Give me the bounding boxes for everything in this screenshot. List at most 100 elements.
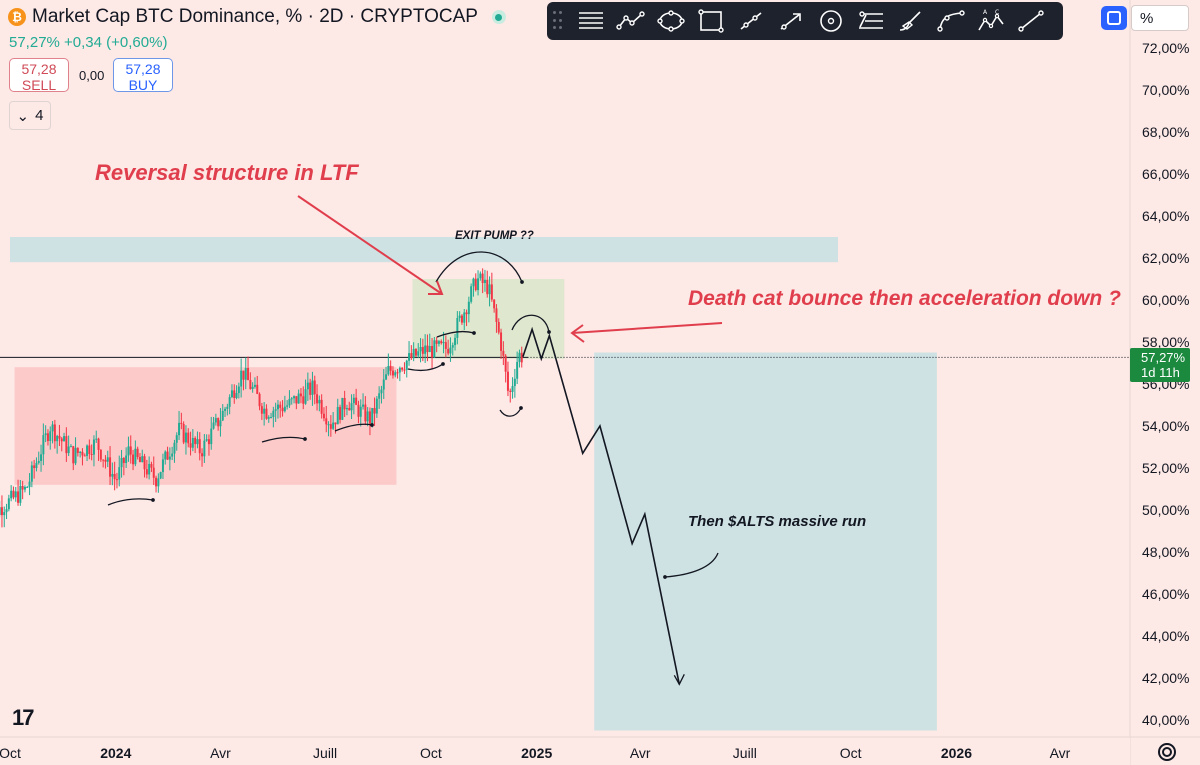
time-axis[interactable] [0, 737, 1130, 765]
brush-icon[interactable] [891, 2, 931, 40]
circle-icon[interactable] [811, 2, 851, 40]
candle [355, 388, 358, 406]
line-tool-icon[interactable] [1011, 2, 1051, 40]
candle [440, 339, 443, 345]
ray-icon[interactable] [731, 2, 771, 40]
candle [122, 457, 125, 476]
candle [348, 401, 351, 411]
last-price-value: 57,27% [1141, 350, 1186, 365]
arrow-tip [370, 423, 374, 427]
candle [366, 407, 369, 427]
sell-button[interactable]: 57,28 SELL [9, 58, 69, 93]
rectangle-icon[interactable] [691, 2, 731, 40]
candle [311, 371, 314, 406]
y-tick-label: 68,00% [1142, 124, 1189, 140]
candle [67, 435, 70, 457]
candle [421, 338, 424, 362]
candle [86, 444, 89, 462]
x-tick-label: Juill [733, 745, 757, 761]
candle [69, 444, 72, 448]
candle [72, 445, 75, 471]
candle [0, 495, 3, 528]
candle [237, 382, 240, 399]
fullscreen-icon[interactable] [1101, 6, 1127, 30]
candle [332, 411, 335, 430]
candle [221, 404, 224, 422]
candle [447, 339, 450, 356]
candle [141, 449, 144, 463]
candle [83, 453, 86, 457]
candle [320, 394, 323, 419]
candle [194, 436, 197, 453]
candle [316, 384, 319, 411]
candle [288, 390, 291, 408]
lines-tool-icon[interactable] [571, 2, 611, 40]
arrow-icon[interactable] [771, 2, 811, 40]
x-tick-label: Avr [630, 745, 651, 761]
candle [520, 346, 523, 368]
candle [90, 444, 93, 461]
candle [364, 396, 367, 426]
candle [26, 485, 29, 488]
candle [451, 342, 454, 356]
candle [148, 456, 151, 480]
red-arrow-death-cat [571, 322, 723, 334]
fib-retracement-icon[interactable] [851, 2, 891, 40]
candle [196, 431, 199, 449]
candle [283, 395, 286, 413]
candle [53, 419, 56, 449]
sell-label: SELL [21, 77, 57, 93]
trend-path-icon[interactable] [611, 2, 651, 40]
candle [267, 415, 270, 423]
candle [463, 309, 466, 331]
candle [500, 328, 503, 359]
settings-gear-icon[interactable] [1158, 743, 1176, 761]
candle [433, 336, 436, 359]
hand-drawn-arrow [499, 407, 522, 417]
candle [341, 397, 344, 421]
candle [483, 269, 486, 292]
y-tick-label: 40,00% [1142, 712, 1189, 728]
candle [182, 421, 185, 445]
indicators-toggle[interactable]: ⌄ 4 [9, 101, 51, 130]
candle [12, 486, 15, 500]
buy-button[interactable]: 57,28 BUY [113, 58, 173, 93]
candle [408, 341, 411, 366]
candle [329, 415, 332, 437]
candle [306, 372, 309, 401]
candle [253, 377, 256, 389]
candle [518, 349, 521, 368]
candle [339, 404, 342, 424]
drag-handle-icon[interactable] [553, 11, 563, 31]
candle [113, 461, 116, 491]
candle [74, 437, 77, 466]
sell-price: 57,28 [21, 61, 57, 77]
candle [431, 337, 434, 370]
red-arrowhead [428, 280, 444, 295]
candle [166, 446, 169, 460]
candle [504, 354, 507, 383]
candle [424, 334, 427, 363]
candle [465, 309, 468, 327]
candle [157, 473, 160, 493]
candle [302, 386, 305, 410]
candle [506, 361, 509, 397]
candle [437, 339, 440, 347]
symbol-title[interactable]: Market Cap BTC Dominance, % · 2D · CRYPT… [32, 6, 478, 27]
candle [138, 452, 141, 463]
annotation-alts-run: Then $ALTS massive run [688, 513, 866, 530]
ellipse-icon[interactable] [651, 2, 691, 40]
hand-drawn-arrow [511, 314, 550, 333]
candle [343, 390, 346, 417]
candle [481, 268, 484, 294]
price-change: 57,27% +0,34 (+0,60%) [9, 34, 168, 51]
x-tick-label: 2026 [941, 745, 972, 761]
candle [405, 359, 408, 378]
curve-icon[interactable] [931, 2, 971, 40]
candle [295, 396, 298, 410]
scale-unit-select[interactable]: % [1131, 5, 1189, 31]
candle [470, 283, 473, 304]
candle [472, 277, 475, 297]
